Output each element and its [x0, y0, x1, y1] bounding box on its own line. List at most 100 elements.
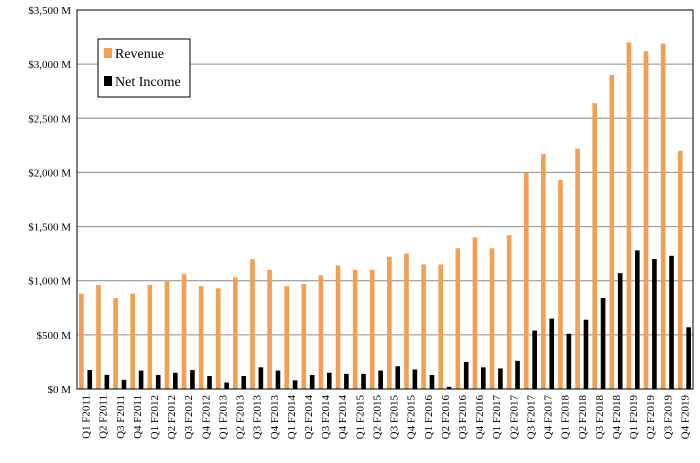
x-tick-label: Q2 F2019 — [645, 395, 657, 440]
x-tick-label: Q4 F2013 — [269, 395, 281, 440]
x-tick-label: Q3 F2018 — [594, 395, 606, 440]
y-tick-label: $3,000 M — [28, 59, 71, 71]
plot-area — [76, 9, 694, 390]
bar-net-income-q4-f2016 — [480, 367, 486, 389]
bar-revenue-q2-f2014 — [301, 283, 307, 389]
y-tick-label: $2,500 M — [28, 113, 71, 125]
x-tick-label: Q2 F2018 — [577, 395, 589, 440]
y-tick-label: $1,000 M — [28, 276, 71, 288]
bar-revenue-q2-f2011 — [96, 285, 101, 389]
bar-net-income-q3-f2017 — [532, 330, 537, 389]
bar-revenue-q3-f2016 — [455, 248, 461, 389]
legend-label-revenue: Revenue — [115, 47, 164, 62]
bar-net-income-q2-f2015 — [378, 370, 383, 389]
x-tick-label: Q2 F2013 — [235, 395, 247, 440]
bar-net-income-q1-f2017 — [498, 368, 503, 389]
bar-revenue-q1-f2017 — [489, 248, 495, 389]
x-tick-label: Q3 F2011 — [115, 395, 127, 439]
x-tick-label: Q4 F2017 — [543, 395, 555, 440]
bar-revenue-q4-f2017 — [541, 154, 546, 389]
bar-net-income-q4-f2017 — [549, 318, 555, 389]
x-tick-label: Q4 F2016 — [474, 395, 486, 440]
bar-net-income-q1-f2015 — [361, 373, 366, 389]
bar-revenue-q1-f2014 — [284, 286, 290, 389]
bar-net-income-q4-f2013 — [275, 370, 281, 389]
x-tick-label: Q1 F2012 — [149, 395, 161, 439]
legend-swatch-net-income — [104, 76, 112, 86]
x-tick-label: Q3 F2013 — [252, 395, 264, 440]
bar-revenue-q4-f2014 — [335, 265, 341, 389]
bar-revenue-q2-f2019 — [643, 51, 649, 390]
bar-revenue-q1-f2016 — [421, 264, 426, 389]
bar-net-income-q2-f2012 — [172, 372, 178, 389]
x-tick-label: Q2 F2012 — [166, 395, 178, 439]
x-tick-label: Q3 F2015 — [389, 395, 401, 440]
bar-net-income-q3-f2018 — [600, 298, 606, 389]
bar-net-income-q3-f2016 — [463, 361, 469, 389]
bar-revenue-q3-f2014 — [318, 275, 324, 389]
bar-net-income-q1-f2012 — [155, 374, 161, 389]
x-tick-label: Q3 F2019 — [662, 395, 674, 440]
bar-net-income-q1-f2011 — [87, 370, 93, 389]
bar-revenue-q4-f2016 — [472, 237, 478, 389]
x-tick-label: Q3 F2012 — [183, 395, 195, 439]
x-tick-label: Q1 F2016 — [423, 395, 435, 440]
bar-net-income-q4-f2011 — [138, 370, 144, 389]
x-tick-label: Q4 F2012 — [200, 395, 212, 439]
bar-net-income-q2-f2011 — [104, 374, 110, 389]
bar-net-income-q4-f2018 — [617, 273, 623, 389]
bar-revenue-q1-f2018 — [558, 180, 563, 389]
x-tick-label: Q4 F2014 — [337, 395, 349, 440]
bar-revenue-q4-f2015 — [404, 253, 409, 389]
bar-net-income-q2-f2017 — [515, 360, 520, 389]
x-tick-label: Q3 F2014 — [320, 395, 332, 440]
bar-net-income-q4-f2019 — [686, 327, 691, 389]
x-tick-label: Q4 F2011 — [132, 395, 144, 439]
bar-revenue-q3-f2018 — [592, 103, 598, 389]
bar-net-income-q2-f2014 — [309, 374, 315, 389]
x-tick-label: Q2 F2011 — [98, 395, 110, 439]
x-tick-label: Q1 F2014 — [286, 395, 298, 440]
legend-label-net-income: Net Income — [115, 75, 181, 90]
x-tick-label: Q3 F2017 — [525, 395, 537, 440]
bar-net-income-q4-f2015 — [412, 369, 418, 389]
bar-net-income-q3-f2015 — [395, 366, 401, 389]
x-tick-label: Q2 F2016 — [440, 395, 452, 440]
x-tick-label: Q2 F2017 — [508, 395, 520, 440]
x-tick-label: Q4 F2019 — [679, 395, 691, 440]
bar-net-income-q1-f2018 — [566, 333, 572, 389]
y-tick-label: $0 M — [47, 384, 71, 396]
bar-net-income-q3-f2014 — [326, 372, 332, 389]
bar-revenue-q1-f2013 — [215, 288, 221, 389]
bar-revenue-q4-f2012 — [198, 286, 204, 389]
bar-revenue-q1-f2019 — [626, 42, 632, 390]
bar-revenue-q3-f2019 — [660, 43, 666, 389]
bar-revenue-q3-f2017 — [523, 172, 529, 389]
x-tick-label: Q1 F2015 — [354, 395, 366, 440]
x-tick-label: Q4 F2018 — [611, 395, 623, 440]
y-tick-label: $1,500 M — [28, 222, 71, 234]
legend-swatch-revenue — [104, 48, 112, 58]
bar-net-income-q1-f2019 — [634, 250, 640, 389]
x-tick-label: Q1 F2017 — [491, 395, 503, 440]
x-tick-label: Q3 F2016 — [457, 395, 469, 440]
x-tick-label: Q1 F2018 — [560, 395, 572, 440]
legend: Revenue Net Income — [97, 38, 191, 98]
x-tick-label: Q2 F2014 — [303, 395, 315, 440]
bar-revenue-q2-f2012 — [164, 280, 170, 389]
bar-revenue-q3-f2011 — [113, 298, 118, 389]
bar-revenue-q1-f2015 — [352, 269, 358, 389]
bar-net-income-q2-f2013 — [241, 376, 247, 389]
bar-net-income-q1-f2014 — [292, 380, 298, 389]
bar-revenue-q1-f2011 — [79, 293, 84, 389]
bar-revenue-q2-f2017 — [506, 235, 512, 389]
x-tick-label: Q1 F2013 — [217, 395, 229, 440]
x-tick-label: Q2 F2015 — [371, 395, 383, 440]
bar-revenue-q2-f2018 — [575, 148, 580, 389]
bar-net-income-q4-f2012 — [207, 376, 212, 389]
bar-net-income-q3-f2019 — [669, 255, 674, 389]
y-tick-label: $500 M — [36, 330, 71, 342]
bar-revenue-q1-f2012 — [147, 285, 153, 389]
